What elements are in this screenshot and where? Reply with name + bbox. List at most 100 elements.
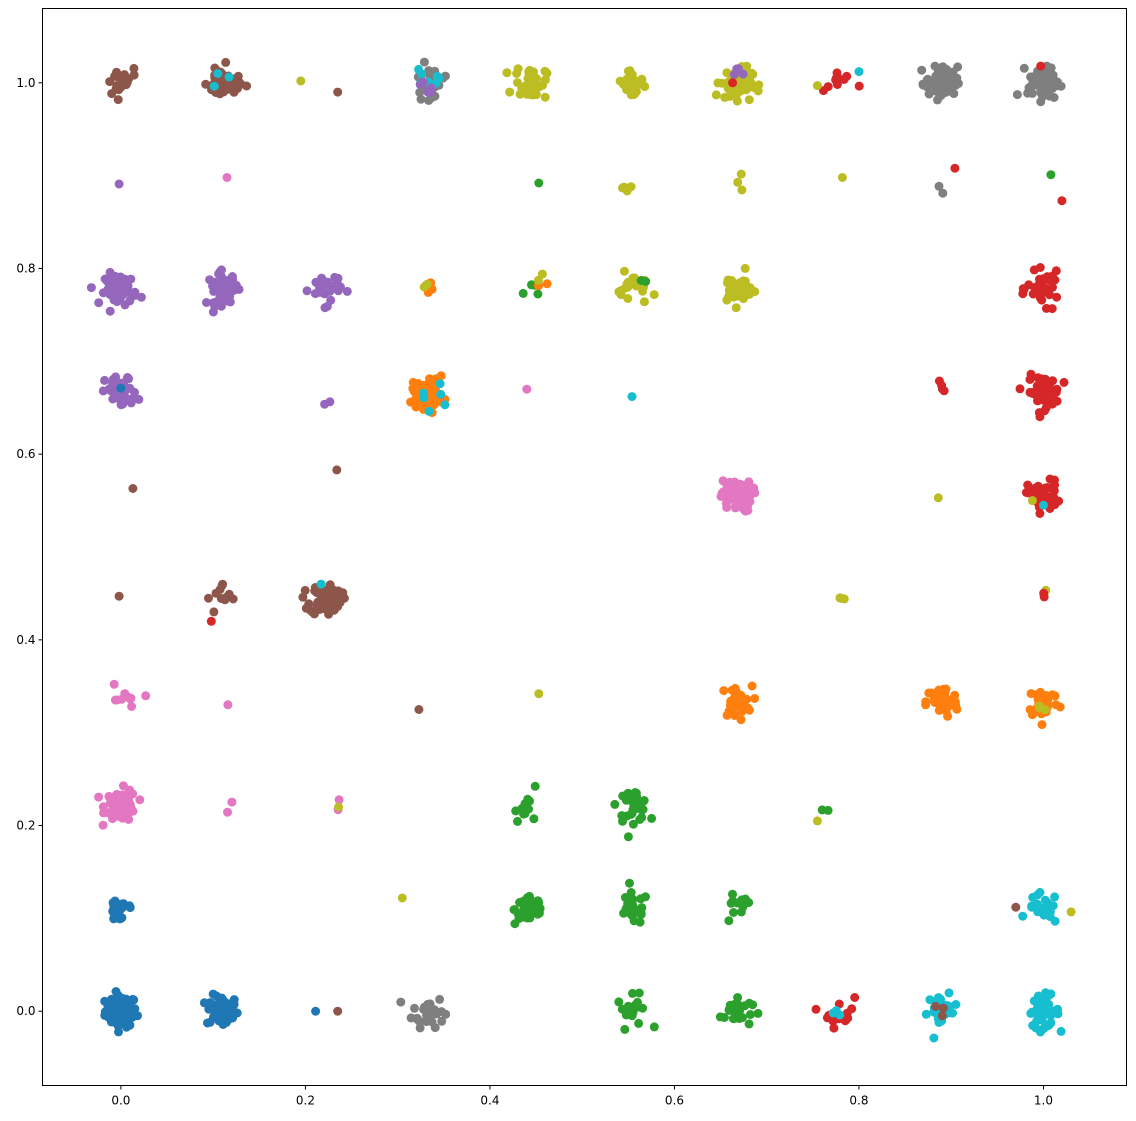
scatter-point xyxy=(747,681,757,691)
scatter-point xyxy=(753,86,763,96)
scatter-point xyxy=(108,394,118,404)
scatter-point xyxy=(124,814,134,824)
scatter-point xyxy=(120,300,130,310)
scatter-point xyxy=(415,80,425,90)
scatter-point xyxy=(112,994,121,1004)
scatter-point xyxy=(100,996,110,1006)
scatter-point xyxy=(1056,1026,1066,1036)
scatter-point xyxy=(422,279,432,289)
scatter-point xyxy=(842,71,852,81)
scatter-point xyxy=(854,67,864,77)
scatter-point xyxy=(419,393,429,403)
scatter-point xyxy=(620,1024,630,1034)
scatter-point xyxy=(921,1009,931,1019)
scatter-point xyxy=(1048,901,1058,911)
scatter-point xyxy=(625,878,634,888)
scatter-point xyxy=(949,89,959,99)
scatter-point xyxy=(300,585,310,595)
scatter-point xyxy=(141,691,151,701)
scatter-point xyxy=(737,895,747,905)
scatter-point xyxy=(819,86,828,96)
y-tick-label: 0.4 xyxy=(16,633,35,647)
scatter-point xyxy=(530,781,540,791)
scatter-point xyxy=(1029,265,1039,275)
scatter-point xyxy=(440,400,450,410)
scatter-point xyxy=(721,498,731,508)
scatter-point xyxy=(1026,1008,1036,1018)
scatter-point xyxy=(209,81,219,91)
scatter-point xyxy=(636,276,646,285)
scatter-point xyxy=(1043,385,1053,395)
scatter-point xyxy=(725,285,735,295)
scatter-point xyxy=(1066,907,1076,917)
scatter-point xyxy=(744,998,754,1008)
scatter-point xyxy=(525,908,535,918)
scatter-point xyxy=(649,1022,659,1032)
scatter-point xyxy=(534,689,544,699)
scatter-point xyxy=(715,1012,725,1022)
scatter-point xyxy=(222,173,232,182)
scatter-point xyxy=(105,77,115,87)
scatter-point xyxy=(1046,1011,1056,1021)
scatter-point xyxy=(850,993,860,1002)
scatter-point xyxy=(298,592,308,602)
scatter-point xyxy=(743,501,752,511)
scatter-point xyxy=(638,1003,648,1013)
scatter-point xyxy=(525,65,535,75)
scatter-point xyxy=(1047,399,1057,409)
scatter-point xyxy=(744,95,754,105)
scatter-point xyxy=(1036,279,1046,289)
scatter-point xyxy=(114,85,124,95)
scatter-point xyxy=(227,797,237,807)
scatter-point xyxy=(502,68,512,78)
scatter-point xyxy=(522,384,532,394)
scatter-point xyxy=(753,1008,763,1018)
scatter-point xyxy=(1012,90,1022,100)
x-axis: 0.0 0.2 0.4 0.6 0.8 1.0 xyxy=(111,1085,1053,1108)
scatter-point xyxy=(108,805,118,814)
data-points xyxy=(86,57,1076,1043)
scatter-point xyxy=(208,989,218,999)
scatter-point xyxy=(1018,911,1028,921)
scatter-point xyxy=(223,700,233,710)
x-tick-label: 0.4 xyxy=(480,1094,499,1108)
scatter-point xyxy=(717,78,727,88)
scatter-point xyxy=(831,75,841,85)
scatter-point xyxy=(105,306,115,316)
scatter-point xyxy=(736,715,746,725)
scatter-point xyxy=(316,579,326,589)
scatter-point xyxy=(623,294,633,303)
scatter-point xyxy=(1036,61,1046,71)
scatter-point xyxy=(623,66,633,76)
scatter-point xyxy=(812,81,822,91)
scatter-point xyxy=(1028,389,1038,398)
scatter-point xyxy=(205,1017,215,1027)
scatter-point xyxy=(647,813,657,823)
scatter-point xyxy=(737,480,747,490)
scatter-point xyxy=(441,1009,451,1019)
scatter-point xyxy=(730,703,740,712)
scatter-point xyxy=(320,303,330,313)
scatter-point xyxy=(342,286,352,296)
scatter-point xyxy=(94,298,104,308)
scatter-point xyxy=(626,1008,636,1018)
scatter-point xyxy=(811,1004,821,1014)
scatter-point xyxy=(750,694,760,703)
scatter-point xyxy=(115,72,125,82)
scatter-point xyxy=(627,392,637,402)
scatter-point xyxy=(518,288,528,298)
scatter-point xyxy=(619,182,629,192)
scatter-point xyxy=(635,917,645,927)
scatter-point xyxy=(614,997,624,1007)
scatter-point xyxy=(426,393,436,403)
scatter-point xyxy=(98,820,108,830)
scatter-point xyxy=(1045,912,1055,922)
scatter-point xyxy=(620,893,630,902)
scatter-point xyxy=(204,593,213,603)
scatter-point xyxy=(729,908,738,917)
y-tick-label: 0.8 xyxy=(16,261,35,275)
y-tick-label: 0.2 xyxy=(16,819,35,833)
scatter-point xyxy=(221,1014,231,1023)
scatter-point xyxy=(1027,496,1037,506)
scatter-point xyxy=(542,279,552,289)
